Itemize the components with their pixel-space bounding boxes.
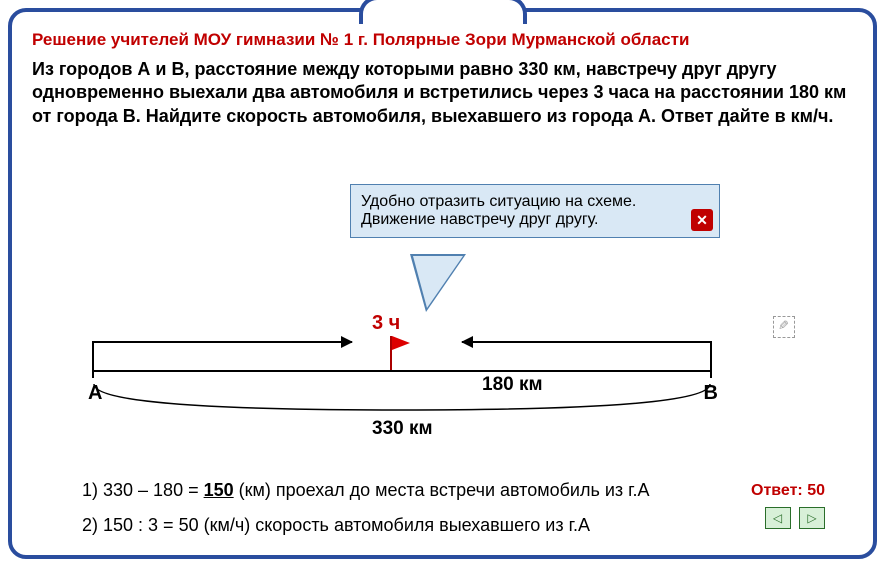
answer-label: Ответ: 50 (751, 482, 825, 500)
header-credit: Решение учителей МОУ гимназии № 1 г. Пол… (32, 30, 853, 50)
callout-tail (410, 254, 466, 312)
hint-callout: Удобно отразить ситуацию на схеме. Движе… (350, 184, 720, 238)
problem-text: Из городов А и В, расстояние между котор… (32, 58, 853, 128)
arrow-from-a (92, 332, 352, 352)
tick-a (92, 364, 94, 378)
hint-line2: Движение навстречу друг другу. (361, 211, 709, 229)
hint-line1: Удобно отразить ситуацию на схеме. (361, 193, 709, 211)
close-icon[interactable]: ✕ (691, 209, 713, 231)
s1-post: (км) проехал до места встречи автомобиль… (234, 480, 650, 500)
step-2: 2) 150 : 3 = 50 (км/ч) скорость автомоби… (82, 515, 650, 536)
time-label: 3 ч (372, 312, 400, 335)
slide-frame: Решение учителей МОУ гимназии № 1 г. Пол… (8, 8, 877, 559)
crop-icon (773, 316, 795, 338)
solution-steps: 1) 330 – 180 = 150 (км) проехал до места… (82, 480, 650, 550)
flag-icon (390, 336, 392, 372)
content: Решение учителей МОУ гимназии № 1 г. Пол… (32, 30, 853, 541)
next-button[interactable]: ▷ (799, 507, 825, 529)
tick-b (710, 364, 712, 378)
prev-button[interactable]: ◁ (765, 507, 791, 529)
total-brace (92, 382, 712, 422)
step-1: 1) 330 – 180 = 150 (км) проехал до места… (82, 480, 650, 501)
distance-line (92, 370, 712, 372)
s1-pre: 1) 330 – 180 = (82, 480, 204, 500)
arrow-from-b (462, 332, 712, 352)
distance-330: 330 км (372, 418, 433, 440)
s1-value: 150 (204, 480, 234, 500)
motion-diagram: 3 ч А В 180 км 330 км (92, 320, 712, 460)
nav-controls: ◁ ▷ (761, 507, 825, 529)
